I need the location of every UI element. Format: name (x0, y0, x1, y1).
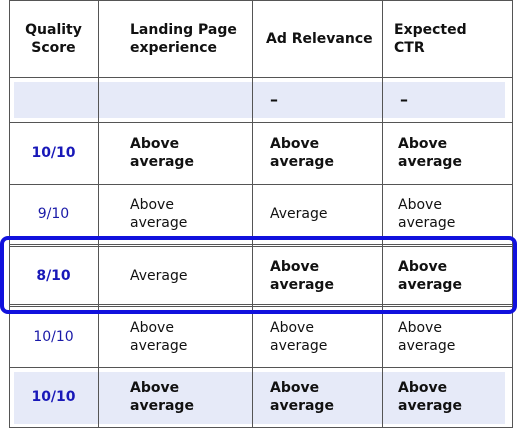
shaded-row-background (14, 372, 505, 424)
header-ad-relevance: Ad Relevance (266, 30, 373, 47)
header-quality-score: Quality Score (25, 21, 82, 56)
header-expected-ctr: Expected CTR (394, 21, 467, 56)
row-4-relevance: Above average (270, 320, 328, 354)
row-2-score: 9/10 (37, 206, 70, 222)
row-5-score: 10/10 (31, 389, 76, 405)
row-4-score: 10/10 (33, 329, 74, 345)
row-3-relevance: Above average (270, 258, 334, 293)
highlighted-row-outline (0, 236, 517, 314)
row-1-landing: Above average (130, 136, 194, 170)
row-3-ctr: Above average (398, 258, 462, 293)
row-1-relevance: Above average (270, 136, 334, 170)
row-3-landing: Average (130, 267, 188, 284)
row-5-landing: Above average (130, 380, 194, 414)
row-5-relevance: Above average (270, 380, 334, 414)
band-row-background (14, 82, 505, 118)
quality-score-table: Quality Score Landing Page experience Ad R… (9, 0, 513, 428)
band-cell-relevance: – (270, 90, 278, 109)
band-cell-ctr: – (400, 90, 408, 109)
row-4-ctr: Above average (398, 320, 456, 354)
row-2-relevance: Average (270, 206, 328, 222)
row-2-ctr: Above average (398, 197, 456, 231)
header-landing-page-experience: Landing Page experience (130, 21, 237, 56)
row-5-ctr: Above average (398, 380, 462, 414)
row-2-landing: Above average (130, 197, 188, 231)
row-3-score: 8/10 (36, 267, 71, 284)
row-4-landing: Above average (130, 320, 188, 354)
row-1-ctr: Above average (398, 136, 462, 170)
row-1-score: 10/10 (31, 145, 76, 161)
